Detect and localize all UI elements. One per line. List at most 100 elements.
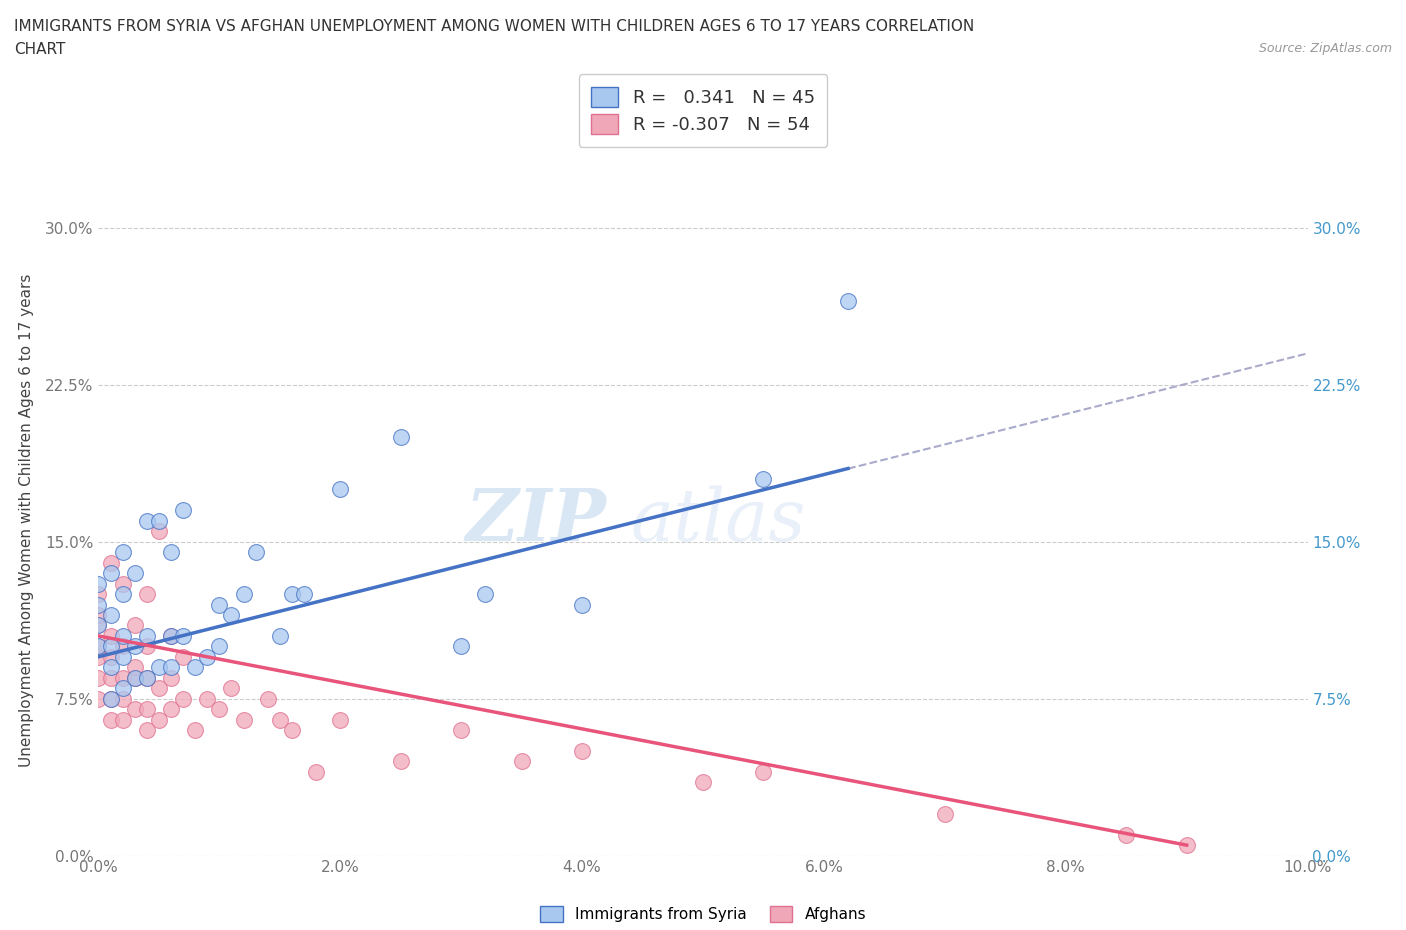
Point	[148, 513, 170, 528]
Point	[269, 629, 291, 644]
Text: IMMIGRANTS FROM SYRIA VS AFGHAN UNEMPLOYMENT AMONG WOMEN WITH CHILDREN AGES 6 TO: IMMIGRANTS FROM SYRIA VS AFGHAN UNEMPLOY…	[14, 19, 974, 33]
Point	[100, 607, 122, 622]
Point	[752, 764, 775, 779]
Point	[281, 587, 304, 602]
Point	[172, 629, 194, 644]
Point	[135, 513, 157, 528]
Point	[450, 639, 472, 654]
Point	[160, 660, 183, 675]
Point	[221, 681, 243, 696]
Point	[124, 565, 146, 580]
Y-axis label: Unemployment Among Women with Children Ages 6 to 17 years: Unemployment Among Women with Children A…	[18, 274, 34, 767]
Point	[87, 649, 110, 664]
Point	[111, 681, 134, 696]
Point	[87, 618, 110, 633]
Point	[135, 671, 157, 685]
Point	[1115, 828, 1137, 843]
Text: atlas: atlas	[630, 485, 806, 556]
Point	[111, 545, 134, 560]
Point	[87, 618, 110, 633]
Point	[87, 577, 110, 591]
Point	[172, 503, 194, 518]
Point	[221, 607, 243, 622]
Point	[111, 577, 134, 591]
Point	[135, 671, 157, 685]
Point	[124, 671, 146, 685]
Point	[87, 671, 110, 685]
Point	[305, 764, 328, 779]
Point	[100, 691, 122, 706]
Point	[100, 660, 122, 675]
Point	[124, 660, 146, 675]
Point	[135, 723, 157, 737]
Point	[135, 702, 157, 717]
Point	[269, 712, 291, 727]
Point	[160, 545, 183, 560]
Point	[571, 597, 593, 612]
Point	[87, 587, 110, 602]
Point	[111, 691, 134, 706]
Point	[135, 629, 157, 644]
Point	[184, 723, 207, 737]
Point	[329, 482, 352, 497]
Point	[292, 587, 315, 602]
Point	[329, 712, 352, 727]
Point	[172, 691, 194, 706]
Point	[692, 775, 714, 790]
Point	[837, 294, 859, 309]
Point	[135, 587, 157, 602]
Point	[571, 744, 593, 759]
Point	[160, 629, 183, 644]
Point	[450, 723, 472, 737]
Point	[111, 671, 134, 685]
Point	[474, 587, 496, 602]
Point	[232, 587, 254, 602]
Point	[148, 524, 170, 538]
Point	[100, 649, 122, 664]
Point	[100, 691, 122, 706]
Point	[208, 702, 231, 717]
Text: CHART: CHART	[14, 42, 66, 57]
Point	[195, 691, 218, 706]
Point	[232, 712, 254, 727]
Point	[100, 671, 122, 685]
Point	[100, 639, 122, 654]
Point	[208, 639, 231, 654]
Point	[124, 639, 146, 654]
Point	[389, 430, 412, 445]
Point	[87, 607, 110, 622]
Point	[100, 555, 122, 570]
Point	[195, 649, 218, 664]
Legend: Immigrants from Syria, Afghans: Immigrants from Syria, Afghans	[534, 899, 872, 928]
Point	[256, 691, 278, 706]
Point	[172, 649, 194, 664]
Point	[389, 754, 412, 769]
Point	[111, 639, 134, 654]
Point	[124, 702, 146, 717]
Point	[100, 565, 122, 580]
Point	[124, 671, 146, 685]
Point	[135, 639, 157, 654]
Point	[100, 712, 122, 727]
Point	[148, 712, 170, 727]
Point	[100, 629, 122, 644]
Point	[245, 545, 267, 560]
Point	[87, 691, 110, 706]
Point	[208, 597, 231, 612]
Point	[111, 712, 134, 727]
Point	[111, 587, 134, 602]
Point	[124, 618, 146, 633]
Point	[111, 649, 134, 664]
Text: Source: ZipAtlas.com: Source: ZipAtlas.com	[1258, 42, 1392, 55]
Point	[510, 754, 533, 769]
Point	[752, 472, 775, 486]
Text: ZIP: ZIP	[465, 485, 606, 556]
Point	[148, 660, 170, 675]
Point	[87, 639, 110, 654]
Point	[87, 597, 110, 612]
Point	[160, 629, 183, 644]
Point	[1175, 838, 1198, 853]
Point	[160, 671, 183, 685]
Point	[148, 681, 170, 696]
Point	[184, 660, 207, 675]
